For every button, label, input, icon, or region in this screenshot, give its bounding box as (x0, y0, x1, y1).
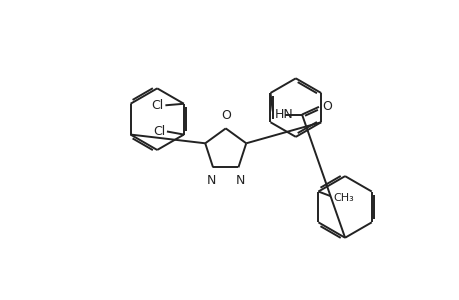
Text: Cl: Cl (151, 99, 163, 112)
Text: N: N (207, 174, 216, 187)
Text: CH₃: CH₃ (333, 193, 354, 203)
Text: O: O (220, 109, 230, 122)
Text: O: O (321, 100, 331, 113)
Text: HN: HN (274, 108, 292, 121)
Text: Cl: Cl (153, 125, 165, 138)
Text: N: N (235, 174, 244, 187)
